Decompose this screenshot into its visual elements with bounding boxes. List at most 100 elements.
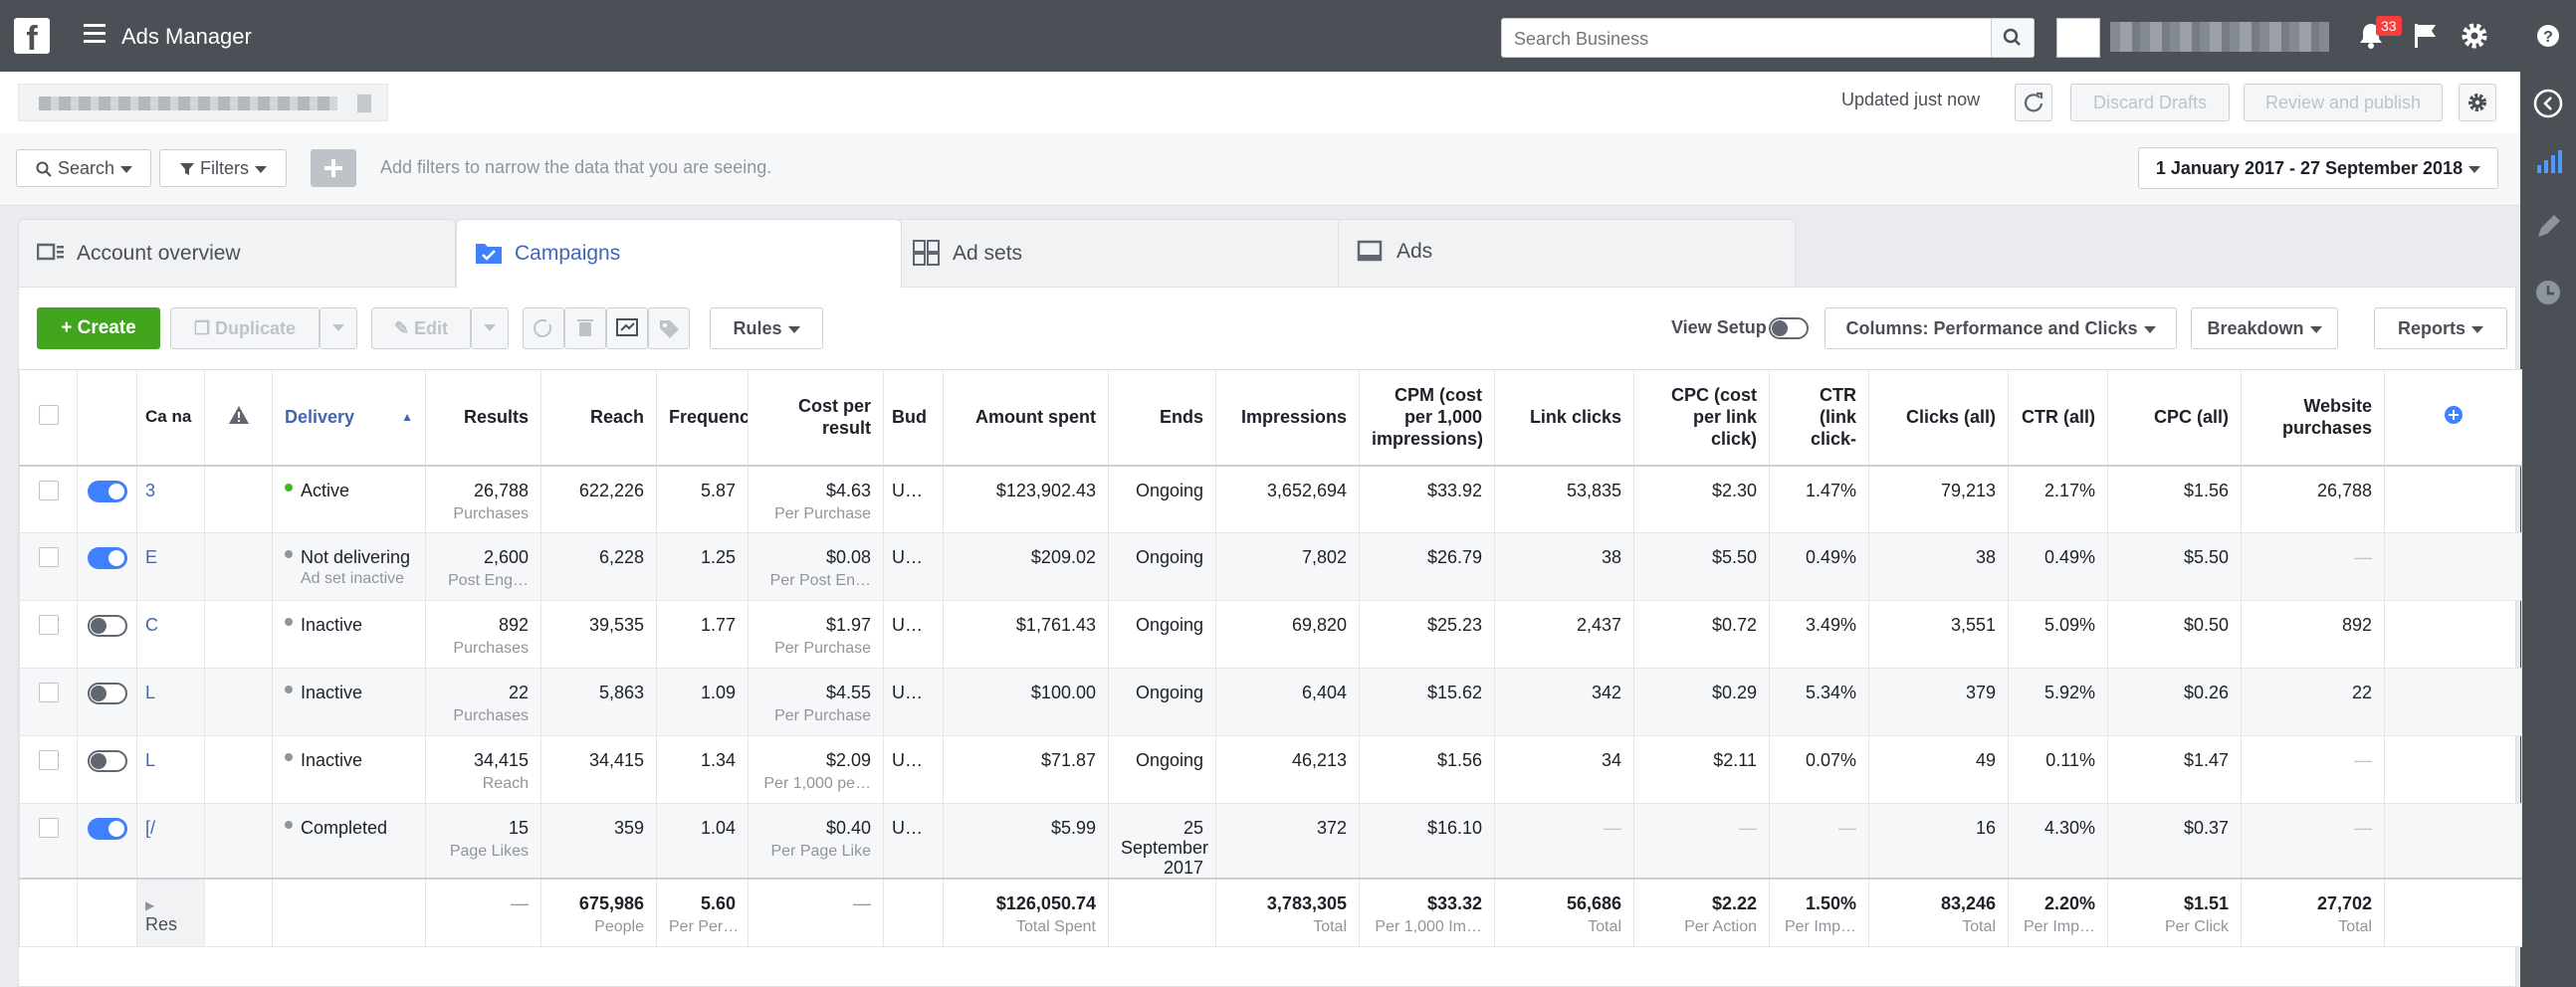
column-header-cpm[interactable]: CPM (cost per 1,000 impressions): [1359, 369, 1495, 467]
table-row[interactable]: 3 Active 26,788 Purchases 622,226 5.87 $4…: [19, 465, 2522, 533]
delivery-substatus: Ad set inactive: [301, 570, 405, 587]
add-column-plus-icon[interactable]: [2444, 405, 2464, 425]
flag-icon[interactable]: [2409, 20, 2441, 52]
campaign-on-off-toggle[interactable]: [87, 615, 127, 637]
edit-dropdown-button[interactable]: [471, 307, 509, 349]
campaign-name[interactable]: L: [145, 750, 156, 770]
gear-icon[interactable]: [2459, 20, 2490, 52]
campaign-name-link[interactable]: 3: [136, 465, 205, 533]
table-row[interactable]: C Inactive 892 Purchases 39,535 1.77 $1.9…: [19, 600, 2522, 669]
collapse-rail-button[interactable]: [2520, 72, 2576, 127]
campaign-name-link[interactable]: E: [136, 532, 205, 601]
rules-button[interactable]: Rules: [710, 307, 823, 349]
business-account-name-redacted[interactable]: [2110, 22, 2329, 52]
campaign-name-link[interactable]: C: [136, 600, 205, 669]
column-header-clicks-all[interactable]: Clicks (all): [1868, 369, 2009, 467]
table-row[interactable]: [/ Completed 15 Page Likes 359 1.04 $0.40…: [19, 803, 2522, 880]
breakdown-dropdown[interactable]: Breakdown: [2191, 307, 2338, 349]
campaign-name[interactable]: 3: [145, 480, 156, 500]
duplicate-dropdown-button[interactable]: [320, 307, 357, 349]
column-header-cpc-all[interactable]: CPC (all): [2107, 369, 2242, 467]
campaign-name-link[interactable]: L: [136, 668, 205, 736]
filters-button[interactable]: Filters: [159, 149, 287, 187]
columns-dropdown[interactable]: Columns: Performance and Clicks: [1825, 307, 2177, 349]
row-checkbox[interactable]: [38, 480, 59, 500]
ab-test-button[interactable]: [606, 307, 648, 349]
row-checkbox[interactable]: [38, 818, 59, 838]
edit-button[interactable]: ✎ Edit: [371, 307, 471, 349]
column-header-ends[interactable]: Ends: [1108, 369, 1216, 467]
table-row[interactable]: E Not delivering Ad set inactive 2,600 Pos…: [19, 532, 2522, 601]
row-checkbox[interactable]: [38, 547, 59, 567]
column-header-link-clicks[interactable]: Link clicks: [1494, 369, 1634, 467]
reporting-rail-button[interactable]: [2520, 133, 2576, 189]
column-header-cost-per-result[interactable]: Cost per result: [748, 369, 884, 467]
business-account-thumbnail[interactable]: [2056, 18, 2100, 58]
campaign-name[interactable]: [/: [145, 818, 156, 838]
row-checkbox[interactable]: [38, 750, 59, 770]
tab-campaigns[interactable]: Campaigns: [456, 219, 902, 289]
column-header-budget[interactable]: Bud: [883, 369, 944, 467]
date-range-picker[interactable]: 1 January 2017 - 27 September 2018: [2138, 147, 2498, 189]
row-checkbox[interactable]: [38, 615, 59, 635]
campaign-name-link[interactable]: [/: [136, 803, 205, 880]
results-summary-expand[interactable]: ▶ Res: [136, 878, 205, 947]
view-setup-toggle[interactable]: [1769, 317, 1809, 339]
row-checkbox[interactable]: [38, 683, 59, 702]
clicks-all-cell: 38: [1868, 532, 2009, 601]
ad-account-selector[interactable]: [18, 84, 388, 121]
website-purchases-cell: 26,788: [2241, 465, 2385, 533]
tag-button[interactable]: [648, 307, 690, 349]
campaign-name[interactable]: E: [145, 547, 158, 567]
campaign-on-off-toggle[interactable]: [87, 750, 127, 772]
search-filter-button[interactable]: Search: [16, 149, 151, 187]
column-header-warnings[interactable]: [204, 369, 273, 467]
facebook-logo-icon[interactable]: f: [14, 18, 50, 54]
duplicate-icon: ❐: [193, 318, 216, 338]
campaign-name[interactable]: C: [145, 615, 158, 635]
create-button[interactable]: + Create: [37, 307, 160, 349]
column-header-frequency[interactable]: Frequenc: [656, 369, 749, 467]
column-header-results[interactable]: Results: [425, 369, 541, 467]
ctr-all-value: 0.49%: [2043, 547, 2095, 567]
campaign-on-off-toggle[interactable]: [87, 818, 127, 840]
column-header-delivery[interactable]: Delivery ▲: [272, 369, 426, 467]
campaign-name[interactable]: L: [145, 683, 156, 702]
campaign-on-off-toggle[interactable]: [87, 683, 127, 704]
tab-ad-sets[interactable]: Ad sets: [894, 219, 1352, 287]
column-header-name[interactable]: Ca na: [136, 369, 205, 467]
search-button[interactable]: [1991, 19, 2034, 57]
campaign-on-off-toggle[interactable]: [87, 480, 127, 502]
review-and-publish-button[interactable]: Review and publish: [2244, 84, 2443, 121]
app-title[interactable]: Ads Manager: [121, 24, 252, 49]
column-header-ctr-link[interactable]: CTR (link click-: [1769, 369, 1869, 467]
delete-button[interactable]: [564, 307, 606, 349]
refresh-button[interactable]: [2015, 84, 2052, 121]
account-settings-button[interactable]: [2459, 84, 2496, 121]
revert-button[interactable]: [523, 307, 564, 349]
tab-account-overview[interactable]: Account overview: [18, 219, 456, 287]
column-header-impressions[interactable]: Impressions: [1215, 369, 1360, 467]
discard-drafts-button[interactable]: Discard Drafts: [2070, 84, 2230, 121]
table-header-row: Ca na Delivery ▲ Results Reach Frequenc …: [19, 369, 2522, 467]
campaign-name-link[interactable]: L: [136, 735, 205, 804]
reports-dropdown[interactable]: Reports: [2374, 307, 2507, 349]
table-row[interactable]: L Inactive 22 Purchases 5,863 1.09 $4.55 P…: [19, 668, 2522, 736]
tab-ads[interactable]: Ads: [1338, 219, 1796, 287]
column-header-website-purchases[interactable]: Website purchases: [2241, 369, 2385, 467]
duplicate-button[interactable]: ❐ Duplicate: [170, 307, 320, 349]
column-header-reach[interactable]: Reach: [540, 369, 657, 467]
campaign-on-off-toggle[interactable]: [87, 547, 127, 569]
edit-rail-button[interactable]: [2520, 199, 2576, 255]
search-business-input[interactable]: [1512, 27, 1984, 51]
help-icon[interactable]: ?: [2532, 20, 2564, 52]
menu-icon[interactable]: [84, 24, 106, 46]
select-all-checkbox[interactable]: [38, 404, 59, 425]
history-rail-button[interactable]: [2520, 263, 2576, 318]
budget-cell: U…: [883, 600, 944, 669]
column-header-ctr-all[interactable]: CTR (all): [2008, 369, 2108, 467]
column-header-cpc-link[interactable]: CPC (cost per link click): [1633, 369, 1770, 467]
column-header-amount-spent[interactable]: Amount spent: [943, 369, 1109, 467]
add-filter-button[interactable]: [311, 149, 356, 187]
table-row[interactable]: L Inactive 34,415 Reach 34,415 1.34 $2.09…: [19, 735, 2522, 804]
